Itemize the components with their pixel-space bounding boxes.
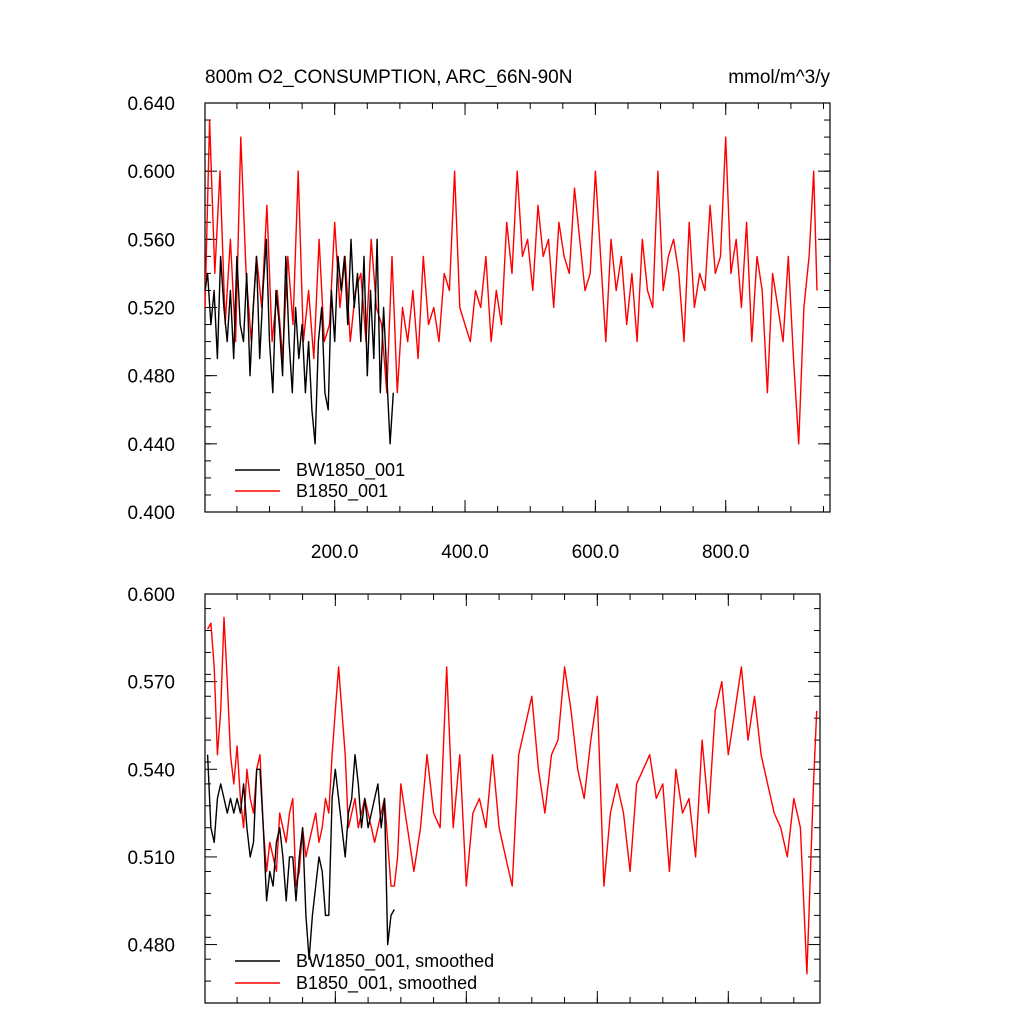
legend-label-b1850: B1850_001 [296, 481, 388, 502]
top-panel-title: 800m O2_CONSUMPTION, ARC_66N-90N [205, 67, 572, 88]
bottom-plot-frame [204, 593, 821, 1004]
top-y-tick-label: 0.520 [127, 299, 175, 320]
bottom-panel-series [206, 616, 818, 975]
bottom-series-b1850 [206, 616, 818, 975]
bottom-panel: 0.480 0.510 0.540 0.570 0.600 BW1850_001, sm… [127, 585, 821, 1004]
legend-label-bw1850: BW1850_001 [296, 460, 405, 481]
bottom-y-tick-label: 0.570 [127, 673, 175, 694]
bottom-y-tick-label: 0.480 [127, 936, 175, 957]
top-x-tick-label: 600.0 [572, 542, 620, 563]
top-y-tick-label: 0.400 [127, 503, 175, 524]
legend-label-b1850-smoothed: B1850_001, smoothed [296, 973, 477, 994]
bottom-panel-axes: 0.480 0.510 0.540 0.570 0.600 [127, 585, 821, 1004]
bottom-y-tick-label: 0.540 [127, 760, 175, 781]
top-x-tick-label: 800.0 [702, 542, 750, 563]
top-x-tick-label: 400.0 [441, 542, 489, 563]
top-panel-units: mmol/m^3/y [728, 67, 830, 88]
top-series-b1850 [204, 119, 818, 445]
top-y-tick-label: 0.480 [127, 367, 175, 388]
legend-label-bw1850-smoothed: BW1850_001, smoothed [296, 951, 494, 972]
top-y-tick-label: 0.600 [127, 162, 175, 183]
top-x-tick-label: 200.0 [311, 542, 359, 563]
top-panel-legend: BW1850_001 B1850_001 [235, 460, 405, 502]
bottom-y-tick-label: 0.510 [127, 848, 175, 869]
top-panel-axes: 0.400 0.440 0.480 0.520 0.560 0.600 0.640 200.0… [127, 94, 831, 563]
top-panel: 800m O2_CONSUMPTION, ARC_66N-90N mmol/m^… [127, 67, 831, 563]
top-y-tick-label: 0.640 [127, 94, 175, 115]
bottom-panel-legend: BW1850_001, smoothed B1850_001, smoothed [235, 951, 494, 994]
bottom-series-bw1850 [206, 754, 395, 960]
top-panel-series [204, 119, 818, 445]
bottom-y-tick-label: 0.600 [127, 585, 175, 606]
top-y-tick-label: 0.560 [127, 230, 175, 251]
top-y-tick-label: 0.440 [127, 435, 175, 456]
top-plot-frame [204, 102, 831, 513]
top-series-bw1850 [204, 238, 394, 445]
